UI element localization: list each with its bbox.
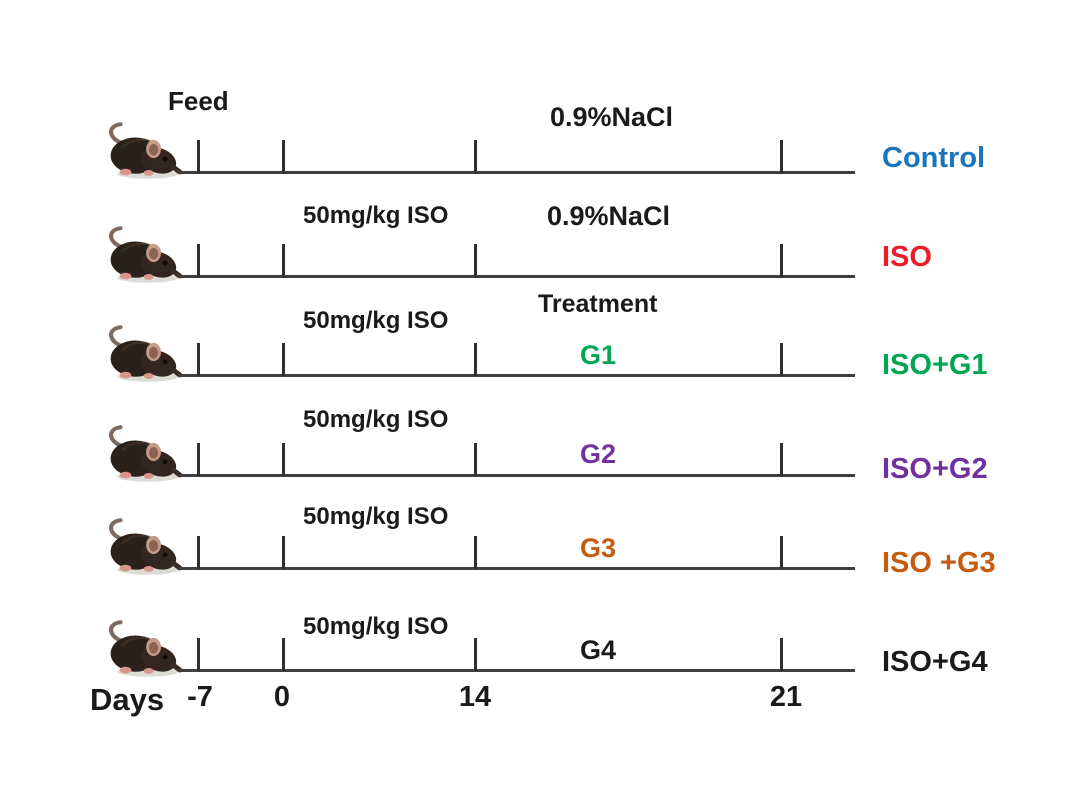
timeline-tick-day-21 xyxy=(780,343,783,376)
iso-dose-label: 50mg/kg ISO xyxy=(303,406,449,433)
timeline-tick-day-minus7 xyxy=(197,343,200,376)
timeline-tick-day-0 xyxy=(282,536,285,569)
mouse-icon xyxy=(100,614,184,680)
treatment-code-label: G1 xyxy=(579,340,617,370)
axis-tick-label-14: 14 xyxy=(458,681,492,713)
timeline-tick-day-minus7 xyxy=(197,638,200,671)
treatment-code-label: G3 xyxy=(579,533,617,563)
feed-label: Feed xyxy=(168,86,229,116)
timeline-tick-day-14 xyxy=(474,443,477,476)
group-label-iso-g3: ISO +G3 xyxy=(882,547,996,579)
mouse-icon xyxy=(100,419,184,485)
timeline-tick-day-21 xyxy=(780,244,783,277)
group-label-control: Control xyxy=(882,142,986,174)
timeline-tick-day-0 xyxy=(282,343,285,376)
treatment-code-label: G2 xyxy=(579,439,617,469)
timeline-tick-day-minus7 xyxy=(197,244,200,277)
timeline-tick-day-minus7 xyxy=(197,536,200,569)
timeline-tick-day-0 xyxy=(282,140,285,173)
iso-dose-label: 50mg/kg ISO xyxy=(303,503,449,530)
timeline-tick-day-0 xyxy=(282,443,285,476)
axis-tick-label-minus7: -7 xyxy=(187,681,213,713)
treatment-code-label: G4 xyxy=(579,635,617,665)
timeline-tick-day-14 xyxy=(474,140,477,173)
saline-label: 0.9%NaCl xyxy=(547,201,671,231)
timeline-tick-day-21 xyxy=(780,638,783,671)
group-label-iso-g4: ISO+G4 xyxy=(882,646,988,678)
mouse-icon xyxy=(100,116,184,182)
iso-dose-label: 50mg/kg ISO xyxy=(303,307,449,334)
group-label-iso-g1: ISO+G1 xyxy=(882,349,988,381)
timeline-tick-day-14 xyxy=(474,244,477,277)
timeline-tick-day-21 xyxy=(780,140,783,173)
timeline-line xyxy=(178,567,855,570)
treatment-header-label: Treatment xyxy=(538,290,658,318)
saline-label: 0.9%NaCl xyxy=(550,102,674,132)
timeline-tick-day-minus7 xyxy=(197,443,200,476)
timeline-tick-day-0 xyxy=(282,638,285,671)
group-label-iso-g2: ISO+G2 xyxy=(882,453,988,485)
timeline-line xyxy=(178,171,855,174)
axis-tick-label-21: 21 xyxy=(769,681,803,713)
timeline-tick-day-14 xyxy=(474,638,477,671)
timeline-tick-day-21 xyxy=(780,443,783,476)
mouse-icon xyxy=(100,319,184,385)
axis-tick-label-0: 0 xyxy=(273,681,291,713)
timeline-tick-day-14 xyxy=(474,536,477,569)
timeline-line xyxy=(178,374,855,377)
timeline-tick-day-0 xyxy=(282,244,285,277)
timeline-tick-day-minus7 xyxy=(197,140,200,173)
timeline-line xyxy=(178,275,855,278)
axis-title-days: Days xyxy=(90,682,165,717)
timeline-tick-day-14 xyxy=(474,343,477,376)
timeline-tick-day-21 xyxy=(780,536,783,569)
iso-dose-label: 50mg/kg ISO xyxy=(303,613,449,640)
mouse-icon xyxy=(100,512,184,578)
group-label-iso: ISO xyxy=(882,241,932,273)
timeline-line xyxy=(178,669,855,672)
mouse-icon xyxy=(100,220,184,286)
iso-dose-label: 50mg/kg ISO xyxy=(303,202,449,229)
timeline-line xyxy=(178,474,855,477)
